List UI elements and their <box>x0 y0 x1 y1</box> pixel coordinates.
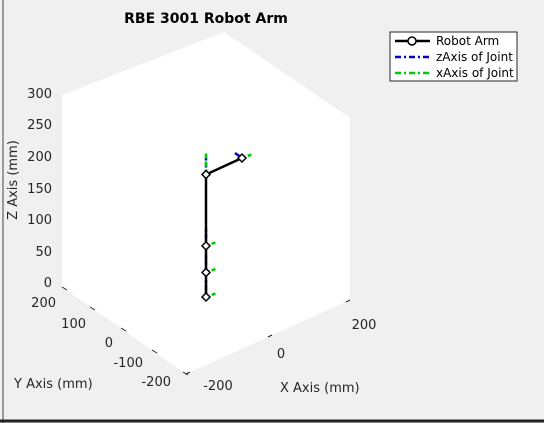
z-tick-0: 0 <box>44 276 52 291</box>
z-tick-100: 100 <box>27 213 52 228</box>
y-tick-200: 200 <box>31 296 56 311</box>
y-tick-neg100: -100 <box>113 356 143 371</box>
x-tick-0: 0 <box>277 347 285 362</box>
z-tick-300: 300 <box>27 87 52 102</box>
legend-label-z-axis: zAxis of Joint <box>436 50 513 64</box>
x-tick-labels: -200 0 200 <box>203 318 376 394</box>
y-tick-0: 0 <box>105 336 113 351</box>
joint-marker-2 <box>200 240 212 251</box>
joint-marker-0 <box>200 291 212 303</box>
z-tick-50: 50 <box>35 245 52 260</box>
legend-label-x-axis: xAxis of Joint <box>436 66 514 80</box>
legend[interactable]: Robot Arm zAxis of Joint xAxis of Joint <box>389 31 518 82</box>
legend-label-robot-arm: Robot Arm <box>436 34 499 48</box>
joint-marker-1 <box>200 267 212 278</box>
x-tick-200: 200 <box>352 318 377 333</box>
joint-marker-3 <box>200 169 212 180</box>
z-tick-250: 250 <box>27 118 52 133</box>
z-tick-200: 200 <box>27 150 52 165</box>
y-tick-100: 100 <box>61 317 86 332</box>
x-axis-label: X Axis (mm) <box>280 381 360 396</box>
z-tick-150: 150 <box>27 182 52 197</box>
legend-marker-robot-arm <box>407 36 417 46</box>
z-axis-label: Z Axis (mm) <box>6 140 21 220</box>
robot-arm-plot <box>200 151 254 303</box>
chart-title: RBE 3001 Robot Arm <box>124 11 288 27</box>
y-tick-neg200: -200 <box>141 375 171 390</box>
tick-marks <box>61 286 351 376</box>
x-tick-neg200: -200 <box>203 379 233 394</box>
y-tick-labels: 200 100 0 -100 -200 <box>31 296 171 390</box>
y-axis-label: Y Axis (mm) <box>13 377 93 392</box>
z-tick-labels: 300 250 200 150 100 50 0 <box>27 87 52 291</box>
joint-marker-4 <box>236 152 248 164</box>
